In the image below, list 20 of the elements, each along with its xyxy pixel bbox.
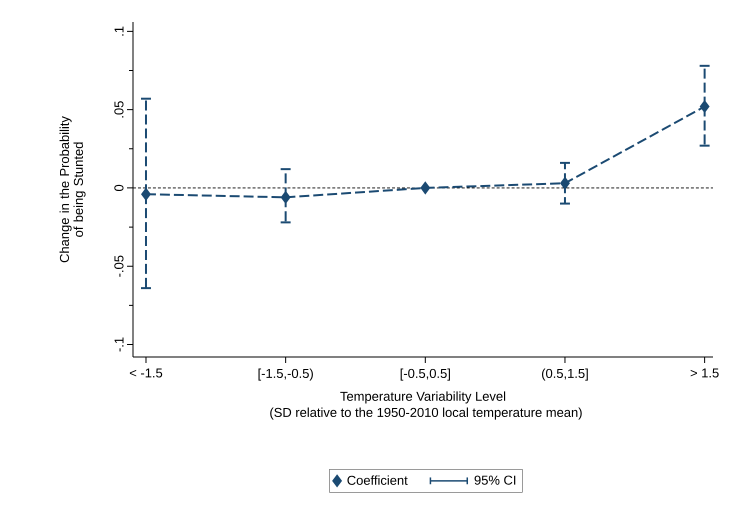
x-tick-label: [-0.5,0.5]: [400, 368, 450, 381]
point: [560, 177, 570, 190]
y-tick-label: .1: [114, 26, 124, 36]
x-tick-label: > 1.5: [690, 368, 719, 378]
y-axis-title: Change in the Probability of being Stunted: [60, 116, 86, 262]
text: (SD relative to the 1950-2010 local temperature mean): [270, 408, 582, 420]
point: [420, 182, 430, 194]
y-tick-label: 0: [114, 184, 124, 192]
point: [700, 100, 710, 113]
y-tick-label: -.05: [114, 256, 124, 277]
point: [141, 188, 151, 200]
legend-label: Coefficient: [347, 475, 408, 485]
point: [280, 191, 290, 204]
x-tick-label: (0.5,1.5]: [542, 368, 588, 381]
y-tick-label: .05: [114, 101, 124, 118]
x-tick-label: [-1.5,-0.5): [258, 368, 313, 381]
x-tick-label: < -1.5: [130, 368, 162, 378]
x-axis-title: Temperature Variability Level: [340, 391, 506, 404]
text: 95% CI: [474, 476, 516, 485]
y-tick-label: -.1: [114, 338, 124, 352]
